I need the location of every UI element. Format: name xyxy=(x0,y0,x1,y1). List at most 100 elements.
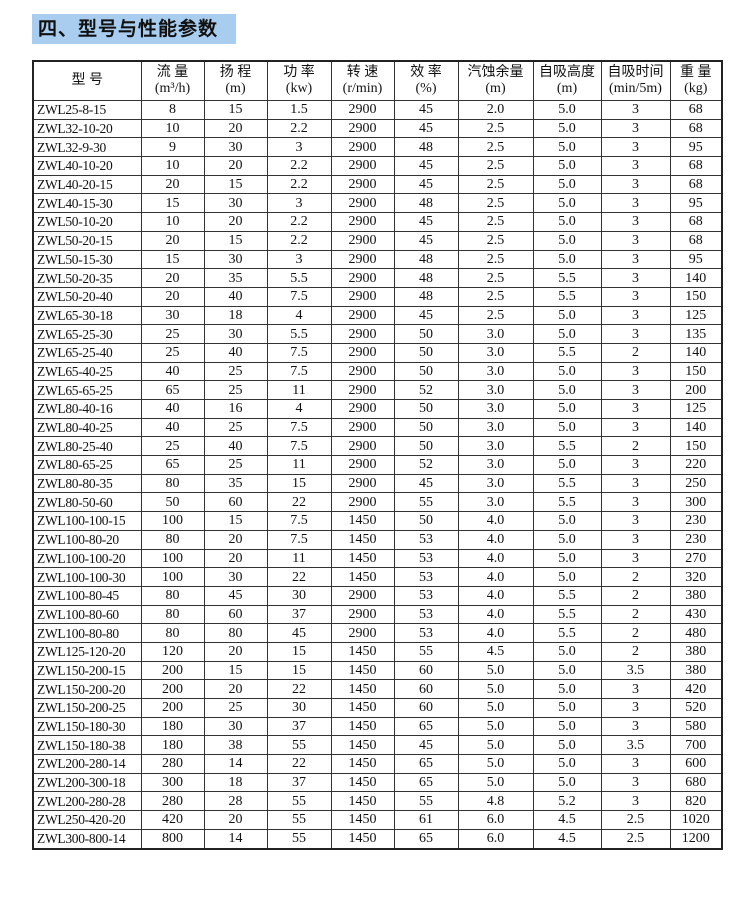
value-cell: 2.2 xyxy=(266,118,332,139)
model-cell: ZWL150-200-25 xyxy=(32,698,142,718)
value-cell: 1450 xyxy=(330,791,395,812)
value-cell: 45 xyxy=(393,473,459,494)
value-cell: 2 xyxy=(600,641,671,662)
model-cell: ZWL150-200-20 xyxy=(32,679,142,699)
value-cell: 5.0 xyxy=(532,100,602,120)
value-cell: 2900 xyxy=(330,492,395,513)
value-cell: 430 xyxy=(669,604,723,625)
value-cell: 2 xyxy=(600,436,671,457)
value-cell: 3 xyxy=(600,399,671,419)
value-cell: 5.0 xyxy=(457,735,534,756)
value-cell: 4.0 xyxy=(457,604,534,625)
value-cell: 2900 xyxy=(330,268,395,288)
value-cell: 3.0 xyxy=(457,380,534,400)
value-cell: 45 xyxy=(203,585,268,606)
value-cell: 2.5 xyxy=(457,118,534,139)
value-cell: 53 xyxy=(393,567,459,587)
model-cell: ZWL200-280-28 xyxy=(32,791,142,812)
value-cell: 3 xyxy=(600,361,671,382)
value-cell: 2 xyxy=(600,623,671,643)
value-cell: 5.5 xyxy=(532,585,602,606)
value-cell: 65 xyxy=(393,772,459,793)
value-cell: 2 xyxy=(600,567,671,587)
value-cell: 3 xyxy=(600,212,671,232)
value-cell: 820 xyxy=(669,791,723,812)
value-cell: 48 xyxy=(393,286,459,307)
table-row: ZWL40-10-20 10 20 2.2 2900 45 2.5 5.0 3 68 xyxy=(32,156,723,176)
value-cell: 520 xyxy=(669,698,723,718)
value-cell: 200 xyxy=(669,380,723,400)
value-cell: 9 xyxy=(140,137,205,158)
column-header: 自吸高度 (m) xyxy=(532,60,602,101)
value-cell: 30 xyxy=(203,324,268,344)
column-unit: (r/min) xyxy=(342,81,383,96)
value-cell: 4.0 xyxy=(457,585,534,606)
value-cell: 2900 xyxy=(330,455,395,475)
value-cell: 1.5 xyxy=(266,100,332,120)
table-row: ZWL80-25-40 25 40 7.5 2900 50 3.0 5.5 2 150 xyxy=(32,436,723,457)
value-cell: 2.5 xyxy=(457,230,534,251)
column-header: 汽蚀余量 (m) xyxy=(457,60,534,101)
value-cell: 2.5 xyxy=(457,249,534,270)
column-name: 自吸高度 xyxy=(539,65,595,80)
value-cell: 52 xyxy=(393,455,459,475)
value-cell: 40 xyxy=(203,436,268,457)
table-row: ZWL150-180-38 180 38 55 1450 45 5.0 5.0 3.5 700 xyxy=(32,735,723,756)
value-cell: 53 xyxy=(393,548,459,569)
value-cell: 7.5 xyxy=(266,286,332,307)
value-cell: 5.0 xyxy=(532,698,602,718)
value-cell: 2900 xyxy=(330,585,395,606)
column-unit: (kg) xyxy=(684,81,708,96)
column-header: 转 速 (r/min) xyxy=(330,60,395,101)
value-cell: 15 xyxy=(140,249,205,270)
model-cell: ZWL50-15-30 xyxy=(32,249,142,270)
value-cell: 3.5 xyxy=(600,660,671,681)
value-cell: 1450 xyxy=(330,810,395,830)
model-cell: ZWL80-65-25 xyxy=(32,455,142,475)
value-cell: 25 xyxy=(140,436,205,457)
value-cell: 2.5 xyxy=(457,174,534,195)
value-cell: 80 xyxy=(203,623,268,643)
value-cell: 3.0 xyxy=(457,473,534,494)
value-cell: 1450 xyxy=(330,772,395,793)
value-cell: 200 xyxy=(140,660,205,681)
value-cell: 25 xyxy=(203,417,268,438)
value-cell: 4.5 xyxy=(532,810,602,830)
table-row: ZWL50-20-15 20 15 2.2 2900 45 2.5 5.0 3 68 xyxy=(32,230,723,251)
value-cell: 5.0 xyxy=(532,249,602,270)
value-cell: 48 xyxy=(393,249,459,270)
value-cell: 2900 xyxy=(330,137,395,158)
value-cell: 3 xyxy=(600,455,671,475)
value-cell: 5.0 xyxy=(532,679,602,699)
value-cell: 2.5 xyxy=(457,212,534,232)
value-cell: 1450 xyxy=(330,698,395,718)
table-row: ZWL80-40-16 40 16 4 2900 50 3.0 5.0 3 125 xyxy=(32,399,723,419)
value-cell: 380 xyxy=(669,585,723,606)
value-cell: 5.0 xyxy=(532,399,602,419)
column-name: 流 量 xyxy=(156,65,189,80)
value-cell: 3 xyxy=(600,698,671,718)
value-cell: 380 xyxy=(669,660,723,681)
value-cell: 2.5 xyxy=(457,193,534,214)
value-cell: 55 xyxy=(266,828,332,850)
value-cell: 55 xyxy=(393,641,459,662)
model-cell: ZWL25-8-15 xyxy=(32,100,142,120)
value-cell: 37 xyxy=(266,716,332,737)
value-cell: 100 xyxy=(140,567,205,587)
value-cell: 230 xyxy=(669,529,723,550)
value-cell: 5.0 xyxy=(457,698,534,718)
value-cell: 22 xyxy=(266,679,332,699)
table-row: ZWL40-20-15 20 15 2.2 2900 45 2.5 5.0 3 68 xyxy=(32,174,723,195)
value-cell: 7.5 xyxy=(266,342,332,363)
value-cell: 5.0 xyxy=(532,324,602,344)
value-cell: 11 xyxy=(266,380,332,400)
value-cell: 150 xyxy=(669,436,723,457)
value-cell: 5.0 xyxy=(532,511,602,531)
value-cell: 4.5 xyxy=(532,828,602,850)
table-row: ZWL65-40-25 40 25 7.5 2900 50 3.0 5.0 3 150 xyxy=(32,361,723,382)
table-row: ZWL50-10-20 10 20 2.2 2900 45 2.5 5.0 3 68 xyxy=(32,212,723,232)
value-cell: 45 xyxy=(393,118,459,139)
value-cell: 4 xyxy=(266,305,332,326)
value-cell: 280 xyxy=(140,791,205,812)
value-cell: 2900 xyxy=(330,623,395,643)
